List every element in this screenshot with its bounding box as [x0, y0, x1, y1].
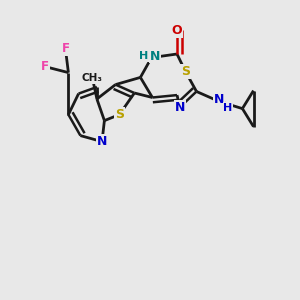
- Text: N: N: [214, 93, 224, 106]
- Text: N: N: [175, 100, 185, 114]
- Text: S: S: [181, 65, 190, 78]
- Text: N: N: [97, 135, 107, 148]
- Text: F: F: [61, 42, 69, 55]
- Text: CH₃: CH₃: [82, 73, 103, 83]
- Text: H: H: [224, 103, 232, 113]
- Text: N: N: [150, 50, 160, 63]
- Text: F: F: [41, 60, 49, 73]
- Text: S: S: [115, 108, 124, 121]
- Text: O: O: [172, 23, 182, 37]
- Text: H: H: [140, 51, 148, 61]
